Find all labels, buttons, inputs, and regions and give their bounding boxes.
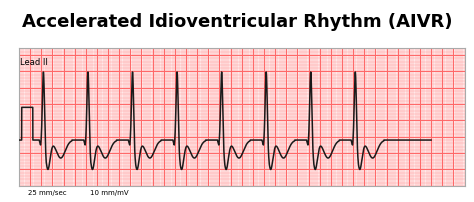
Text: 25 mm/sec: 25 mm/sec xyxy=(28,190,66,196)
Text: Lead II: Lead II xyxy=(20,58,48,67)
Text: 10 mm/mV: 10 mm/mV xyxy=(90,190,129,196)
Text: Accelerated Idioventricular Rhythm (AIVR): Accelerated Idioventricular Rhythm (AIVR… xyxy=(22,13,452,31)
